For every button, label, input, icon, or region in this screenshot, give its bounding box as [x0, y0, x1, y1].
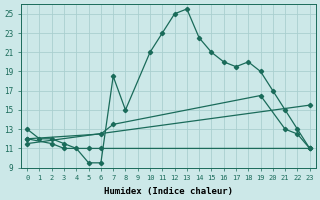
X-axis label: Humidex (Indice chaleur): Humidex (Indice chaleur) [104, 187, 233, 196]
